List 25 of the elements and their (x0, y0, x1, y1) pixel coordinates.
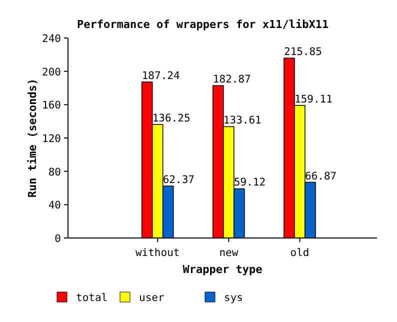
x-tick-label: without (135, 247, 180, 259)
y-tick-label: 240 (42, 33, 61, 45)
x-tick-label: old (290, 247, 310, 259)
data-label: 136.25 (152, 112, 190, 124)
legend-label: user (139, 292, 164, 304)
data-label: 133.61 (223, 114, 262, 127)
legend-label: sys (224, 292, 243, 304)
x-tick-label: new (219, 247, 239, 259)
x-axis-title: Wrapper type (182, 263, 263, 276)
data-label: 59.12 (234, 176, 266, 189)
data-label: 62.37 (162, 174, 194, 186)
data-label: 66.87 (305, 170, 337, 182)
y-tick-label: 80 (48, 166, 61, 178)
chart-title: Performance of wrappers for x11/libX11 (77, 18, 330, 31)
y-tick-label: 120 (42, 133, 61, 145)
y-tick-label: 0 (54, 233, 61, 245)
data-label: 182.87 (212, 74, 251, 86)
y-tick-label: 200 (42, 66, 61, 78)
y-axis-title: Run time (seconds) (26, 78, 39, 198)
data-label: 187.24 (142, 70, 180, 82)
data-label: 215.85 (284, 46, 322, 58)
y-tick-label: 160 (42, 100, 61, 112)
legend-label: total (76, 292, 108, 304)
data-label: 159.11 (294, 93, 332, 106)
y-tick-label: 40 (48, 200, 61, 212)
